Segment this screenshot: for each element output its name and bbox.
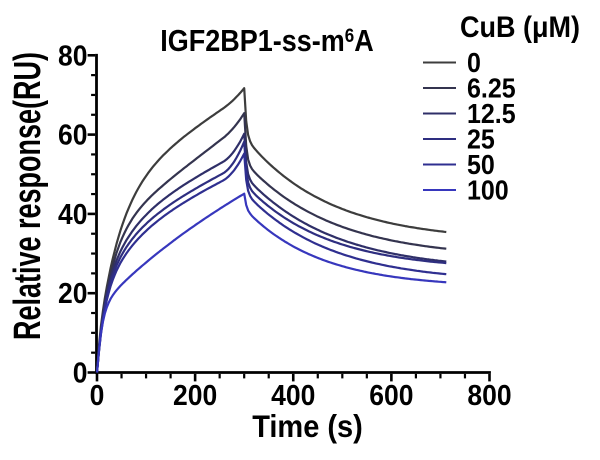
svg-text:Time (s): Time (s): [252, 410, 363, 444]
svg-text:80: 80: [58, 39, 87, 71]
svg-text:20: 20: [58, 277, 87, 309]
svg-text:25: 25: [467, 123, 495, 155]
svg-text:400: 400: [271, 379, 315, 411]
svg-text:IGF2BP1-ss-m6A: IGF2BP1-ss-m6A: [160, 25, 374, 59]
svg-text:0: 0: [90, 379, 105, 411]
svg-text:0: 0: [73, 356, 88, 388]
svg-text:CuB (μM): CuB (μM): [460, 11, 580, 44]
svg-text:200: 200: [173, 379, 217, 411]
svg-text:0: 0: [467, 47, 481, 79]
svg-text:6.25: 6.25: [467, 72, 516, 104]
svg-text:60: 60: [58, 118, 87, 150]
svg-text:40: 40: [58, 198, 87, 230]
svg-text:12.5: 12.5: [467, 98, 516, 130]
svg-text:100: 100: [467, 174, 509, 206]
svg-text:600: 600: [369, 379, 413, 411]
svg-text:Relative response(RU): Relative response(RU): [5, 52, 48, 340]
svg-text:800: 800: [467, 379, 511, 411]
svg-text:50: 50: [467, 149, 495, 181]
